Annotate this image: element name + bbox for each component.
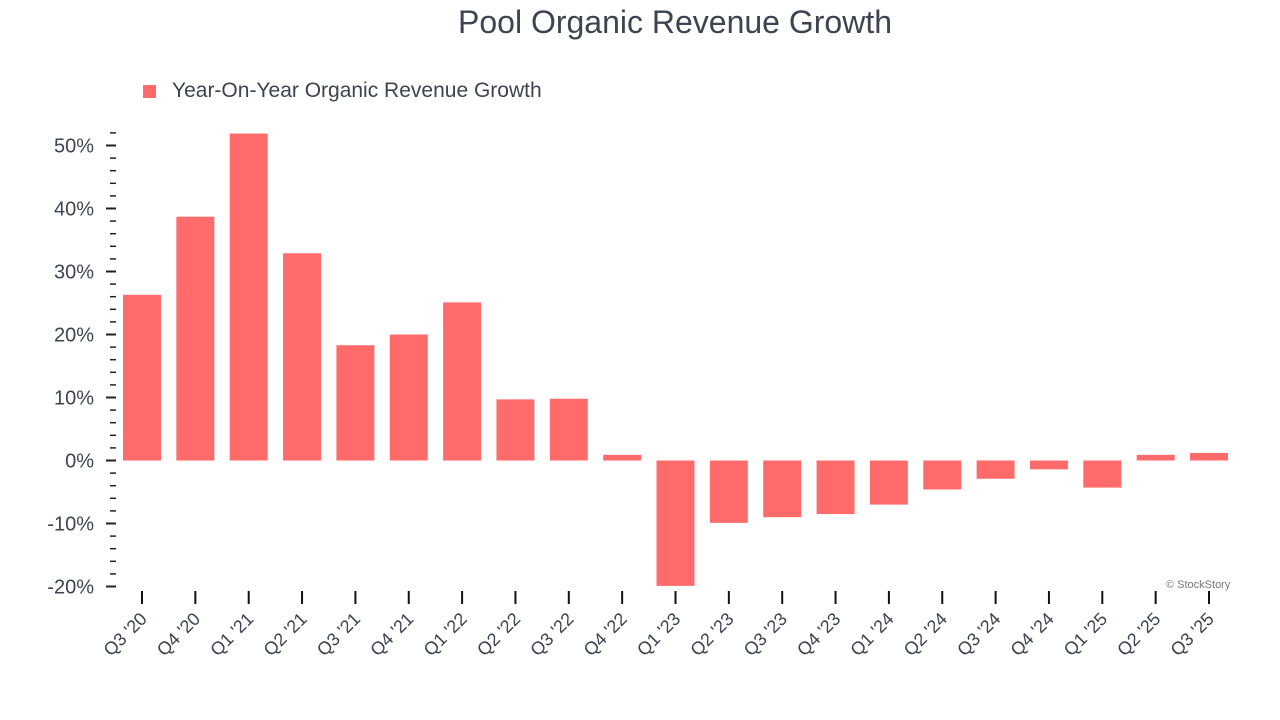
- x-tick-label: Q3 '25: [1167, 609, 1218, 660]
- x-tick-label: Q3 '21: [313, 609, 364, 660]
- y-tick-label: 30%: [54, 262, 94, 284]
- bar: [496, 399, 535, 461]
- y-tick-label: 10%: [54, 388, 94, 410]
- bar: [656, 460, 695, 586]
- bar: [389, 334, 428, 461]
- bar: [709, 460, 748, 523]
- bar: [816, 460, 855, 515]
- y-tick-label: -10%: [47, 514, 94, 536]
- bar: [176, 216, 215, 461]
- x-tick-label: Q1 '23: [633, 609, 684, 660]
- x-tick-label: Q4 '20: [153, 609, 204, 660]
- legend-swatch: [143, 84, 156, 98]
- y-tick-label: 40%: [54, 199, 94, 221]
- bar: [283, 253, 322, 461]
- x-tick-label: Q4 '22: [580, 609, 631, 660]
- x-tick-label: Q1 '24: [846, 609, 897, 660]
- x-tick-label: Q3 '23: [740, 609, 791, 660]
- y-tick-label: 50%: [54, 136, 94, 158]
- x-tick-label: Q2 '23: [686, 609, 737, 660]
- bar: [763, 460, 802, 518]
- x-tick-label: Q2 '22: [473, 609, 524, 660]
- x-tick-label: Q2 '24: [900, 609, 951, 660]
- bar: [1136, 454, 1175, 461]
- legend: Year-On-Year Organic Revenue Growth: [143, 79, 542, 103]
- bar: [123, 294, 161, 461]
- bar: [976, 460, 1015, 479]
- chart-title: Pool Organic Revenue Growth: [458, 4, 892, 40]
- x-tick-label: Q1 '22: [420, 609, 471, 660]
- bar: [1190, 452, 1228, 461]
- bar: [336, 345, 375, 461]
- x-tick-label: Q4 '21: [366, 609, 417, 660]
- x-tick-label: Q2 '21: [260, 609, 311, 660]
- x-tick-label: Q1 '21: [206, 609, 257, 660]
- x-tick-label: Q4 '23: [793, 609, 844, 660]
- bar: [869, 460, 908, 505]
- legend-label: Year-On-Year Organic Revenue Growth: [172, 79, 542, 102]
- x-tick-label: Q3 '20: [100, 609, 151, 660]
- bar: [443, 302, 482, 461]
- credit: © StockStory: [1166, 579, 1231, 591]
- bar: [549, 398, 588, 461]
- y-tick-label: 0%: [65, 451, 94, 473]
- bar: [229, 133, 268, 461]
- bar: [1083, 460, 1122, 488]
- bar: [603, 454, 642, 461]
- x-tick-label: Q4 '24: [1007, 609, 1058, 660]
- x-tick-label: Q1 '25: [1060, 609, 1111, 660]
- y-tick-label: -20%: [47, 577, 94, 599]
- bar: [1029, 460, 1068, 470]
- y-tick-label: 20%: [54, 325, 94, 347]
- bar: [923, 460, 962, 490]
- x-tick-label: Q3 '22: [526, 609, 577, 660]
- x-tick-label: Q2 '25: [1113, 609, 1164, 660]
- x-tick-label: Q3 '24: [953, 609, 1004, 660]
